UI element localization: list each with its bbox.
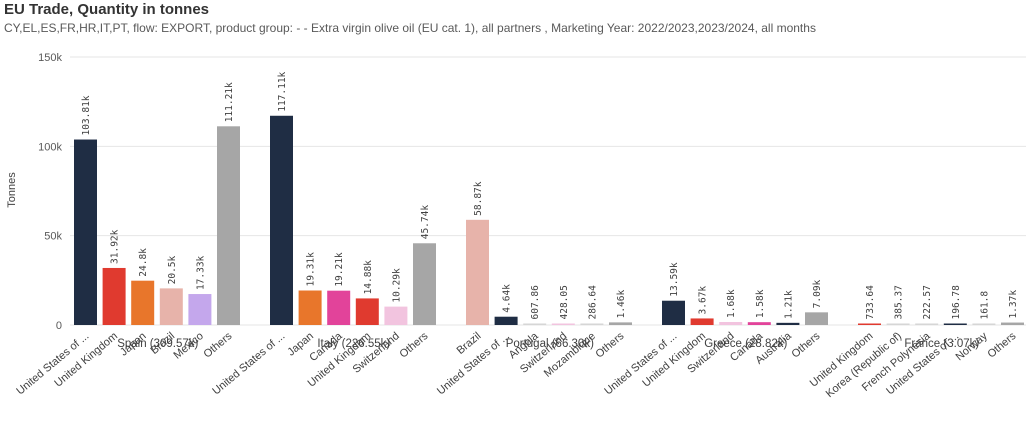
bar[interactable] bbox=[805, 312, 828, 325]
data-label: 19.31k bbox=[306, 252, 317, 287]
data-label: 17.33k bbox=[195, 255, 206, 290]
bar[interactable] bbox=[886, 323, 910, 326]
data-label: 1.58k bbox=[755, 289, 766, 318]
bar[interactable] bbox=[690, 318, 714, 325]
bar[interactable] bbox=[776, 322, 800, 325]
x-axis-group-labels: Spain (309.57k) Italy (226.55k) Portugal (… bbox=[117, 338, 979, 350]
y-axis-label: Tonnes bbox=[6, 172, 18, 208]
gridlines bbox=[70, 56, 1026, 326]
data-label: 286.64 bbox=[587, 285, 598, 320]
group-label: Portugal (66.30k) bbox=[506, 338, 594, 350]
data-label: 20.5k bbox=[167, 255, 178, 284]
group-label: Italy (226.55k) bbox=[317, 338, 390, 350]
x-category-label: Others bbox=[593, 330, 626, 361]
bar[interactable] bbox=[1001, 322, 1024, 325]
bar[interactable] bbox=[466, 219, 489, 325]
bar[interactable] bbox=[662, 300, 685, 325]
data-label: 10.29k bbox=[391, 268, 402, 303]
data-label: 428.05 bbox=[559, 285, 570, 319]
bar[interactable] bbox=[384, 306, 408, 325]
y-axis: 0 50k 100k 150k bbox=[38, 52, 62, 332]
data-label: 31.92k bbox=[110, 229, 121, 264]
data-label: 117.11k bbox=[277, 71, 288, 111]
y-tick-label: 50k bbox=[44, 231, 62, 243]
y-tick-label: 150k bbox=[38, 52, 62, 64]
x-category-label: Others bbox=[201, 330, 234, 361]
data-labels: 103.81k 31.92k 24.8k 20.5k 17.33k 111.21k 117.… bbox=[81, 71, 1019, 319]
data-label: 45.74k bbox=[420, 205, 431, 240]
bar[interactable] bbox=[747, 322, 771, 325]
data-label: 4.64k bbox=[502, 284, 513, 313]
bars bbox=[74, 115, 1024, 326]
bar[interactable] bbox=[188, 294, 212, 325]
x-category-label: Others bbox=[397, 330, 430, 361]
group-label: Spain (309.57k) bbox=[117, 338, 198, 350]
bar[interactable] bbox=[551, 323, 575, 326]
chart-subtitle: CY,EL,ES,FR,HR,IT,PT, flow: EXPORT, prod… bbox=[4, 21, 816, 35]
y-tick-label: 100k bbox=[38, 141, 62, 153]
bar[interactable] bbox=[719, 321, 743, 325]
x-category-label: Others bbox=[789, 330, 822, 361]
group-label: France (3.07k) bbox=[904, 338, 979, 350]
bar[interactable] bbox=[270, 115, 293, 326]
bar[interactable] bbox=[74, 139, 97, 325]
data-label: 161.8 bbox=[979, 291, 990, 320]
bar[interactable] bbox=[915, 323, 939, 326]
bar[interactable] bbox=[355, 298, 379, 325]
bar[interactable] bbox=[972, 323, 996, 326]
data-label: 19.21k bbox=[334, 252, 345, 287]
data-label: 607.86 bbox=[530, 285, 541, 320]
data-label: 1.21k bbox=[783, 290, 794, 319]
bar[interactable] bbox=[131, 280, 155, 325]
bar[interactable] bbox=[858, 323, 881, 326]
data-label: 196.78 bbox=[951, 285, 962, 320]
data-label: 385.37 bbox=[894, 285, 905, 319]
group-label: Greece (28.82k) bbox=[704, 338, 787, 350]
bar[interactable] bbox=[943, 323, 967, 326]
data-label: 111.21k bbox=[224, 82, 235, 122]
bar[interactable] bbox=[609, 322, 632, 325]
bar[interactable] bbox=[523, 323, 547, 326]
bar[interactable] bbox=[413, 243, 436, 325]
data-label: 24.8k bbox=[138, 248, 149, 277]
bar[interactable] bbox=[494, 316, 518, 325]
data-label: 1.37k bbox=[1008, 290, 1019, 319]
data-label: 1.68k bbox=[726, 289, 737, 318]
data-label: 14.88k bbox=[363, 260, 374, 295]
bar[interactable] bbox=[298, 290, 322, 325]
data-label: 222.57 bbox=[922, 285, 933, 319]
y-tick-label: 0 bbox=[56, 320, 62, 332]
data-label: 13.59k bbox=[669, 262, 680, 297]
bar[interactable] bbox=[159, 288, 183, 325]
data-label: 7.09k bbox=[812, 279, 823, 308]
bar[interactable] bbox=[102, 267, 126, 325]
data-label: 1.46k bbox=[616, 290, 627, 319]
bar[interactable] bbox=[217, 126, 240, 325]
data-label: 3.67k bbox=[698, 286, 709, 315]
bar[interactable] bbox=[580, 323, 604, 326]
data-label: 103.81k bbox=[81, 95, 92, 135]
chart-title: EU Trade, Quantity in tonnes bbox=[4, 1, 210, 18]
data-label: 58.87k bbox=[473, 181, 484, 216]
data-label: 733.64 bbox=[865, 285, 876, 320]
bar[interactable] bbox=[327, 290, 351, 325]
x-category-label: Others bbox=[985, 330, 1018, 361]
